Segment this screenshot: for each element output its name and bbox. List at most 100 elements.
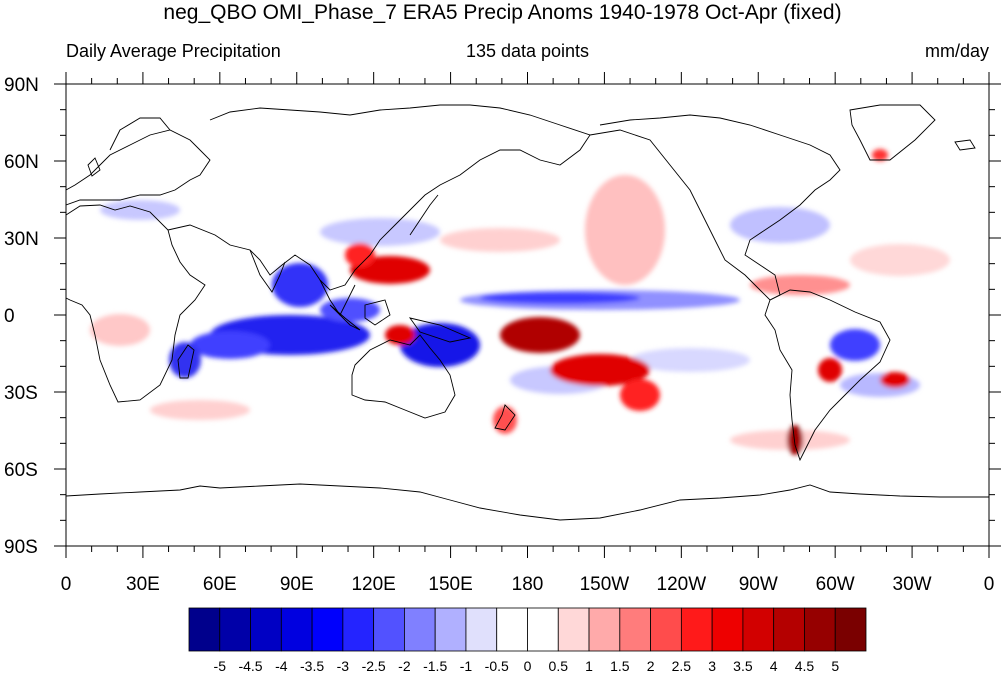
colorbar-label: 4: [770, 658, 778, 674]
lon-label: 120W: [657, 574, 707, 595]
colorbar-label: 3.5: [733, 658, 753, 674]
coastline-asia: [167, 104, 591, 291]
colorbar-box: [773, 607, 805, 652]
lat-label: 30N: [4, 229, 39, 250]
lon-label: 60W: [816, 574, 855, 595]
anomaly-negative-southeast-pacific: [630, 348, 750, 372]
coastline-south-america: [764, 289, 891, 462]
colorbar-box: [280, 607, 313, 652]
lon-label: 0: [984, 574, 995, 595]
colorbar-label: 0: [524, 658, 532, 674]
colorbar-box: [834, 607, 867, 652]
coastline-iceland: [954, 139, 976, 151]
colorbar-label: 1.5: [610, 658, 630, 674]
coastline-sumatra: [329, 304, 361, 331]
coastline-madagascar: [177, 344, 195, 379]
lat-label: 90S: [4, 537, 38, 558]
colorbar-box: [742, 607, 775, 652]
anomaly-negative-madagascar: [169, 342, 201, 378]
anomaly-negative-west-pacific-north: [320, 218, 440, 246]
precip-anomaly-map: 90N 60N 30N 0 30S 60S 90S 0 30E 60E 90E 120E 150E 18…: [4, 72, 1001, 595]
lon-label: 120E: [351, 574, 395, 595]
colorbar-label: -3: [337, 658, 350, 674]
anomaly-negative-mediterranean: [100, 200, 180, 220]
anomaly-positive-central-africa: [90, 314, 150, 346]
colorbar-label: -4.5: [238, 658, 262, 674]
colorbar-box: [588, 607, 621, 652]
coastline-australia: [351, 334, 456, 419]
colorbar-box: [342, 607, 375, 652]
anomaly-negative-west-indian: [190, 331, 270, 359]
colorbar-box: [496, 607, 528, 652]
colorbar-box: [188, 607, 221, 652]
anomaly-positive-caribbean: [750, 275, 850, 295]
lon-label: 90E: [280, 574, 314, 595]
coastline-north-america: [589, 114, 841, 301]
lon-label: 180: [512, 574, 544, 595]
coastline-scandinavia: [109, 117, 171, 151]
anomaly-positive-spcz: [550, 354, 650, 386]
longitude-labels: 0 30E 60E 90E 120E 150E 180 150W 120W 90W 60W 30W 0: [61, 574, 995, 595]
coastline-africa: [66, 204, 206, 403]
colorbar-box: [711, 607, 744, 652]
anomaly-positive-spcz-east: [620, 379, 660, 411]
colorbar-box: [680, 607, 713, 652]
anomaly-positive-south-brazil: [818, 358, 842, 382]
map-background: [66, 84, 989, 546]
colorbar-label: 5: [831, 658, 839, 674]
colorbar-box: [557, 607, 590, 652]
lat-label: 90N: [4, 75, 39, 96]
lon-label: 30E: [126, 574, 160, 595]
colorbar-box: [219, 607, 251, 652]
colorbar-label: -1: [460, 658, 473, 674]
anomaly-positive-philippines: [345, 243, 375, 267]
colorbar-box: [465, 607, 498, 652]
anomaly-positive-east-atlantic: [850, 244, 950, 276]
page-title: neg_QBO OMI_Phase_7 ERA5 Precip Anoms 19…: [163, 1, 842, 24]
latitude-labels: 90N 60N 30N 0 30S 60S 90S: [4, 75, 39, 558]
colorbar-box: [650, 607, 682, 652]
colorbar-label: 1: [585, 658, 593, 674]
colorbar-label: 2: [647, 658, 655, 674]
anomaly-positive-south-indian: [150, 400, 250, 420]
coastline-greenland: [849, 104, 936, 161]
colorbar-box: [311, 607, 344, 652]
colorbar-box: [804, 607, 836, 652]
anomaly-negative-maritime-west: [320, 298, 380, 322]
colorbar-box: [373, 607, 405, 652]
lon-label: 150W: [580, 574, 630, 595]
colorbar-boxes: [188, 607, 867, 652]
anomaly-field: [90, 149, 950, 455]
anomaly-positive-greenland: [872, 149, 888, 161]
colorbar-label: -5: [214, 658, 227, 674]
coastline-antarctica: [66, 483, 989, 521]
subtitle-units: mm/day: [924, 41, 989, 61]
axis-ticks: [54, 72, 1001, 558]
colorbar-label: -0.5: [485, 658, 509, 674]
colorbar-label: -1.5: [423, 658, 447, 674]
coastline-india: [249, 249, 286, 293]
colorbar-box: [527, 607, 559, 652]
subtitle-data-points: 135 data points: [465, 41, 590, 61]
colorbar-label: 4.5: [795, 658, 815, 674]
anomaly-positive-new-guinea: [385, 325, 415, 345]
colorbar-box: [434, 607, 467, 652]
colorbar-box: [619, 607, 651, 652]
lat-label: 60N: [4, 152, 39, 173]
anomaly-positive-south-chile: [787, 425, 803, 455]
coastline-japan: [409, 194, 439, 236]
colorbar-box: [404, 607, 436, 652]
lat-label: 0: [4, 306, 15, 327]
colorbar-label: 3: [708, 658, 716, 674]
anomaly-positive-new-zealand: [493, 406, 517, 434]
lat-label: 30S: [4, 383, 38, 404]
coastline-new-zealand: [494, 404, 516, 431]
colorbar-label: 0.5: [549, 658, 569, 674]
lon-label: 150E: [428, 574, 472, 595]
anomaly-negative-itcz-core: [480, 292, 640, 304]
anomaly-positive-equatorial-pacific: [500, 317, 580, 353]
lon-label: 30W: [893, 574, 932, 595]
coastline-europe: [66, 129, 211, 206]
anomaly-positive-northwest-pacific: [440, 228, 560, 252]
anomaly-negative-amazon: [830, 329, 880, 361]
